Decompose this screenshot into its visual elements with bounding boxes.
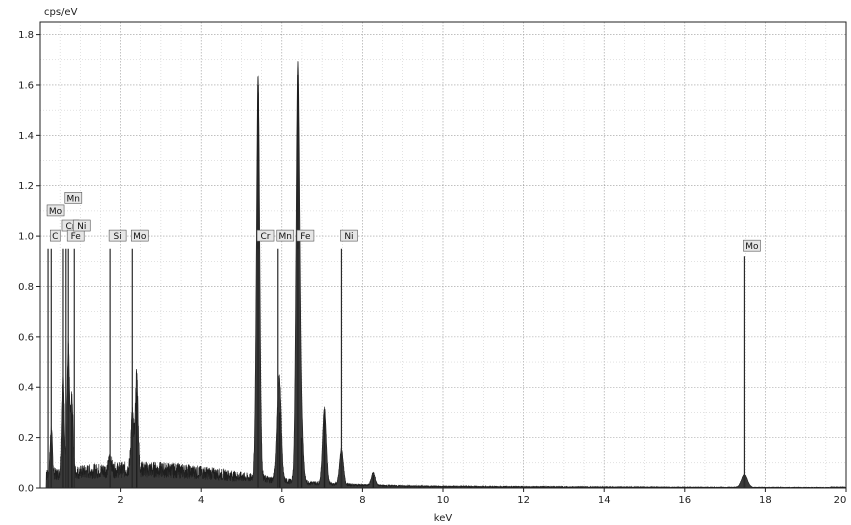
x-tick-label: 20	[834, 495, 847, 506]
element-label-box	[276, 229, 295, 242]
grid	[40, 22, 846, 488]
element-label-box	[130, 229, 149, 242]
x-tick-label: 18	[759, 495, 772, 506]
y-tick-label: 1.2	[18, 181, 34, 192]
element-label: Cr	[261, 232, 271, 242]
element-label-box	[49, 229, 61, 242]
y-tick-label: 1.0	[18, 232, 34, 243]
y-tick-label: 0.4	[18, 383, 34, 394]
element-label: Mo	[133, 232, 147, 242]
y-tick-label: 0.0	[18, 484, 34, 495]
x-tick-label: 4	[198, 495, 204, 506]
element-label: Mo	[49, 207, 63, 217]
element-label-box	[296, 229, 315, 242]
x-tick-label: 6	[279, 495, 285, 506]
y-tick-label: 1.8	[18, 30, 34, 41]
element-label: Ni	[344, 232, 353, 242]
element-label: Ni	[77, 222, 86, 232]
x-tick-label: 2	[117, 495, 123, 506]
element-label: Mn	[279, 232, 292, 242]
spectrum-series	[40, 61, 847, 489]
element-label-box	[340, 229, 358, 242]
element-label: Mo	[745, 242, 759, 252]
element-label: C	[52, 232, 58, 242]
x-axis-label: keV	[434, 513, 453, 524]
x-tick-label: 10	[437, 495, 450, 506]
y-tick-label: 0.2	[18, 433, 34, 444]
y-axis-ticks: 0.0 0.2 0.4 0.6 0.8 1.0 1.2 1.4 1.6 1.8	[18, 30, 40, 495]
element-label-box	[256, 229, 275, 242]
y-tick-label: 1.4	[18, 131, 34, 142]
element-label: Fe	[300, 232, 311, 242]
element-label: Fe	[71, 232, 82, 242]
y-tick-label: 1.6	[18, 80, 34, 91]
y-axis-label: cps/eV	[44, 7, 78, 18]
y-tick-label: 0.6	[18, 332, 34, 343]
element-label-box	[72, 219, 91, 232]
y-tick-label: 0.8	[18, 282, 34, 293]
element-label-box	[64, 192, 83, 204]
element-label: Mn	[67, 194, 80, 204]
x-tick-label: 12	[517, 495, 530, 506]
x-axis-ticks: 2 4 6 8 10 12 14 16 18 20	[117, 488, 847, 506]
x-tick-label: 16	[678, 495, 691, 506]
element-label-box	[743, 239, 761, 252]
element-label: Cr	[65, 222, 75, 232]
element-label-box	[46, 204, 65, 217]
x-tick-label: 8	[359, 495, 365, 506]
element-label-box	[108, 229, 127, 242]
element-label: Si	[114, 232, 122, 242]
x-tick-label: 14	[598, 495, 611, 506]
